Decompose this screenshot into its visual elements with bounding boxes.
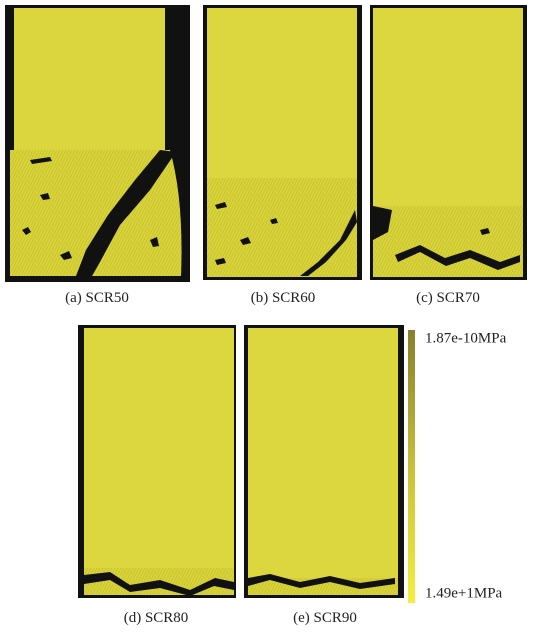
caption: (e) SCR90 (293, 610, 357, 626)
panel-c: (c) SCR70 (370, 5, 527, 306)
panel-d: (d) SCR80 (78, 325, 236, 626)
caption: (c) SCR70 (416, 290, 480, 306)
colorbar-gradient (408, 330, 415, 603)
panel-e: (e) SCR90 (244, 325, 404, 626)
panel-a: (a) SCR50 (5, 5, 190, 306)
caption: (a) SCR50 (65, 290, 129, 306)
colorbar: 1.87e-10MPa 1.49e+1MPa (408, 330, 507, 603)
colorbar-top-label: 1.87e-10MPa (425, 330, 507, 346)
caption: (d) SCR80 (124, 610, 189, 626)
caption: (b) SCR60 (251, 290, 316, 306)
panel-b: (b) SCR60 (203, 5, 362, 306)
figure: (a) SCR50 (b) SCR60 (c) SCR70 (d) SCR80 … (0, 0, 536, 633)
colorbar-bottom-label: 1.49e+1MPa (425, 585, 503, 601)
